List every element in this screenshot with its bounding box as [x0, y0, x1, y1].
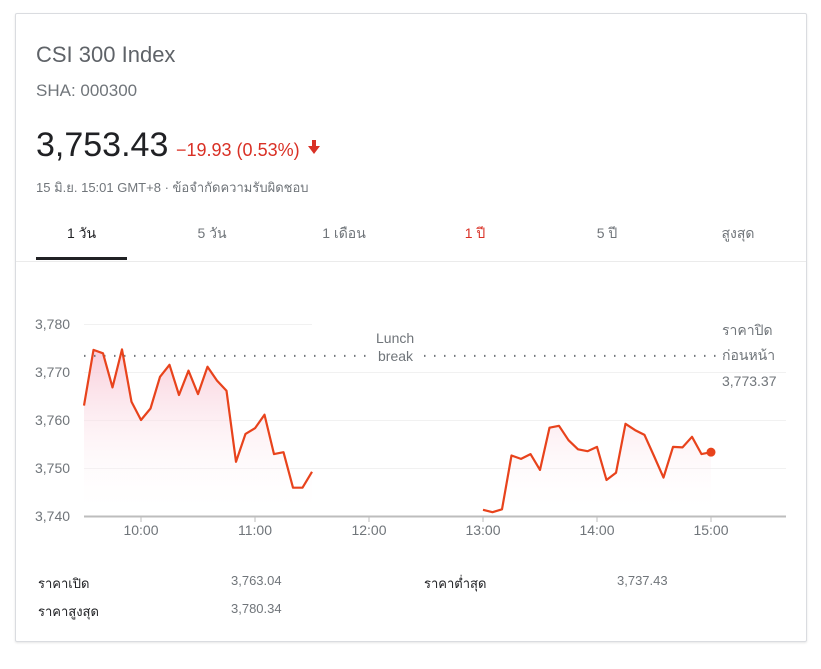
y-tick-label: 3,740: [35, 508, 70, 524]
stat-high-label: ราคาสูงสุด: [38, 604, 99, 619]
x-tick-label: 12:00: [351, 522, 386, 538]
change-value: −19.93 (0.53%): [176, 140, 300, 160]
arrow-down-icon: [307, 140, 320, 154]
stat-open-label: ราคาเปิด: [38, 576, 90, 591]
x-tick-label: 13:00: [465, 522, 500, 538]
tab-5-days[interactable]: 5 วัน: [197, 225, 227, 241]
tab-1-day[interactable]: 1 วัน: [36, 219, 127, 260]
stat-low-value: 3,737.43: [617, 573, 668, 588]
x-tick-label: 15:00: [693, 522, 728, 538]
x-tick-label: 11:00: [238, 522, 272, 538]
lunch-break-label-2: break: [378, 348, 414, 364]
ticker-symbol: SHA: 000300: [36, 81, 138, 100]
previous-close-label: ราคาปิด: [722, 322, 773, 338]
y-tick-label: 3,770: [35, 364, 70, 380]
stock-card: CSI 300 Index SHA: 000300 3,753.43 −19.9…: [15, 13, 807, 642]
tab-max[interactable]: สูงสุด: [721, 225, 755, 241]
disclaimer-link[interactable]: ข้อจำกัดความรับผิดชอบ: [172, 180, 309, 195]
range-tabs: 1 วัน 5 วัน 1 เดือน 1 ปี 5 ปี สูงสุด: [16, 219, 806, 262]
timestamp-line: 15 มิ.ย. 15:01 GMT+8 · ข้อจำกัดความรับผิ…: [36, 177, 309, 198]
timestamp: 15 มิ.ย. 15:01 GMT+8: [36, 180, 161, 195]
series-area: [483, 423, 711, 516]
index-title: CSI 300 Index: [36, 42, 176, 67]
x-tick-label: 10:00: [123, 522, 158, 538]
stat-open-value: 3,763.04: [231, 573, 282, 588]
tab-1-month[interactable]: 1 เดือน: [322, 225, 366, 241]
y-tick-label: 3,780: [35, 316, 70, 332]
series-area: [84, 349, 312, 516]
y-tick-label: 3,750: [35, 460, 70, 476]
previous-close-label-2: ก่อนหน้า: [722, 347, 775, 363]
separator: ·: [164, 180, 169, 195]
stat-high-value: 3,780.34: [231, 601, 282, 616]
tab-1-year[interactable]: 1 ปี: [464, 225, 486, 241]
y-tick-label: 3,760: [35, 412, 70, 428]
previous-close-value: 3,773.37: [722, 373, 777, 389]
lunch-break-label: Lunch: [376, 330, 414, 346]
current-price: 3,753.43: [36, 126, 169, 164]
stat-low-label: ราคาต่ำสุด: [424, 576, 487, 591]
price-change: −19.93 (0.53%): [176, 140, 320, 161]
x-tick-label: 14:00: [579, 522, 614, 538]
last-price-dot: [706, 447, 716, 457]
tab-5-years[interactable]: 5 ปี: [596, 225, 618, 241]
